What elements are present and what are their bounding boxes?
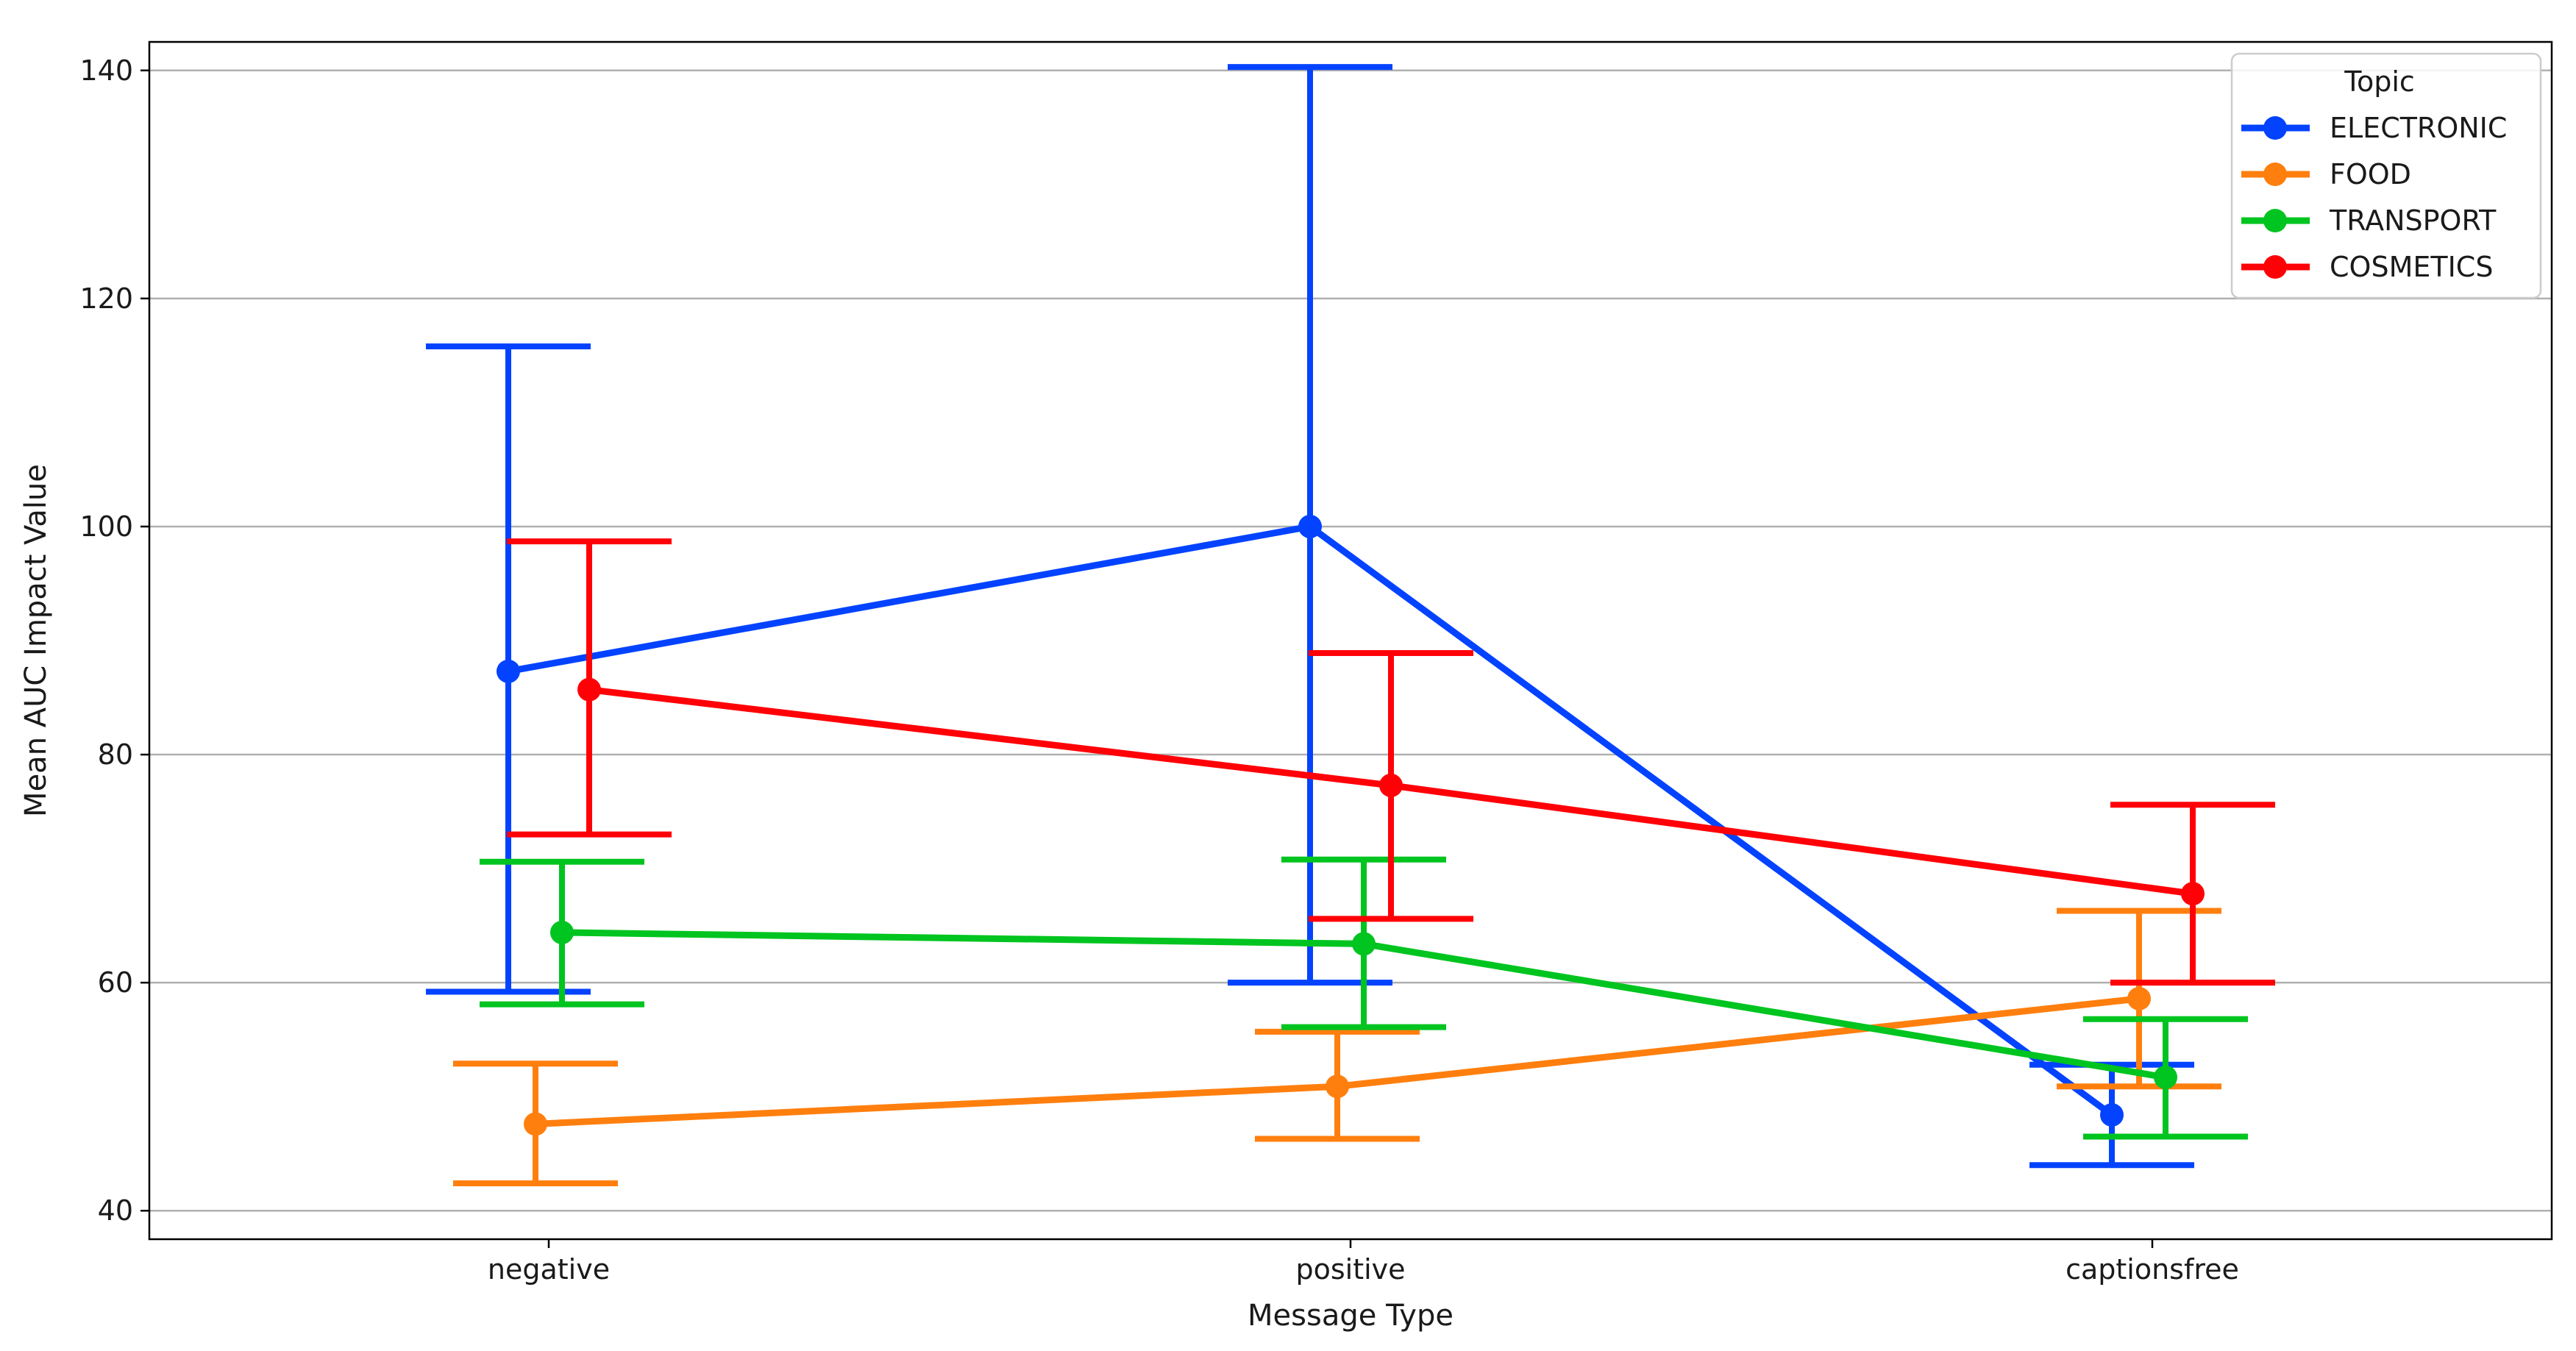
y-tick-label: 80	[98, 738, 133, 771]
series-cosmetics	[507, 538, 2275, 986]
x-axis-ticks: negative positive captionsfree	[488, 1239, 2239, 1286]
legend-label: TRANSPORT	[2329, 204, 2497, 237]
data-point	[2154, 1065, 2177, 1089]
gridlines	[149, 69, 2552, 1212]
data-point	[1352, 932, 1376, 956]
legend: Topic ELECTRONIC FOOD TRANSPORT COSMETICS	[2230, 52, 2542, 299]
data-point	[1326, 1074, 1349, 1099]
y-tick-label: 100	[79, 510, 133, 543]
data-point	[2127, 986, 2151, 1010]
legend-swatch-marker	[2263, 163, 2287, 186]
legend-swatch-marker	[2263, 255, 2287, 279]
x-tick-label: negative	[488, 1253, 610, 1286]
legend-label: COSMETICS	[2330, 251, 2493, 283]
legend-label: FOOD	[2330, 158, 2411, 190]
data-point	[550, 920, 574, 944]
legend-swatch-marker	[2263, 209, 2287, 232]
series-group	[426, 64, 2275, 1187]
y-tick-label: 140	[79, 54, 133, 87]
y-tick-label: 60	[98, 966, 133, 999]
data-point	[497, 659, 520, 683]
series-transport	[480, 856, 2248, 1140]
y-tick-label: 120	[79, 282, 133, 315]
legend-entries: ELECTRONIC FOOD TRANSPORT COSMETICS	[2241, 112, 2507, 283]
legend-label: ELECTRONIC	[2330, 112, 2507, 144]
y-tick-label: 40	[98, 1194, 133, 1227]
data-point	[1298, 514, 1322, 538]
data-point	[524, 1112, 547, 1136]
data-point	[2181, 882, 2205, 906]
legend-box	[2230, 52, 2542, 299]
data-point	[1379, 773, 1403, 797]
legend-title: Topic	[2344, 65, 2415, 98]
x-tick-label: positive	[1295, 1253, 1405, 1286]
x-axis-label: Message Type	[1248, 1299, 1454, 1333]
y-axis-label: Mean AUC Impact Value	[19, 464, 53, 817]
x-tick-label: captionsfree	[2066, 1253, 2239, 1286]
data-point	[577, 677, 601, 702]
y-axis-ticks: 40 60 80 100 120 140	[79, 54, 149, 1227]
data-point	[2100, 1102, 2124, 1127]
legend-swatch-marker	[2263, 116, 2287, 140]
